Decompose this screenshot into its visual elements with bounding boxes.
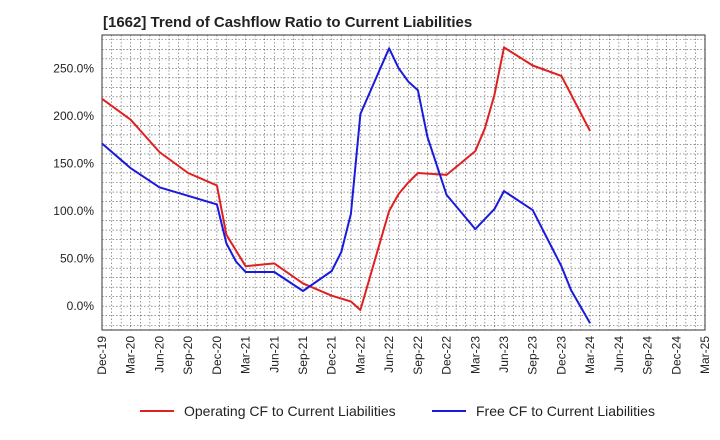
x-tick-label: Jun-20 bbox=[152, 336, 166, 373]
chart-title: [1662] Trend of Cashflow Ratio to Curren… bbox=[103, 14, 473, 31]
x-tick-label: Dec-21 bbox=[325, 336, 339, 375]
x-tick-label: Jun-21 bbox=[267, 336, 281, 373]
x-tick-label: Mar-21 bbox=[239, 336, 253, 374]
x-tick-label: Sep-22 bbox=[411, 336, 425, 375]
x-tick-label: Dec-20 bbox=[210, 336, 224, 375]
series-line-operating-cf bbox=[101, 46, 591, 311]
legend-label-operating-cf: Operating CF to Current Liabilities bbox=[184, 403, 396, 419]
x-tick-label: Dec-19 bbox=[95, 336, 109, 375]
x-tick-label: Mar-23 bbox=[468, 336, 482, 374]
x-tick-label: Jun-24 bbox=[612, 336, 626, 373]
series-line-free-cf bbox=[101, 47, 591, 324]
x-tick-label: Dec-24 bbox=[669, 336, 683, 375]
legend-item-operating-cf: Operating CF to Current Liabilities bbox=[140, 403, 396, 419]
y-tick-label: 150.0% bbox=[53, 156, 94, 170]
y-tick-label: 200.0% bbox=[53, 109, 94, 123]
legend-swatch-operating-cf bbox=[140, 410, 174, 412]
x-tick-label: Sep-23 bbox=[526, 336, 540, 375]
y-gridlines bbox=[102, 39, 705, 326]
legend-item-free-cf: Free CF to Current Liabilities bbox=[432, 403, 655, 419]
x-tick-label: Jun-23 bbox=[497, 336, 511, 373]
y-tick-label: 50.0% bbox=[60, 252, 94, 266]
y-tick-label: 100.0% bbox=[53, 204, 94, 218]
legend: Operating CF to Current Liabilities Free… bbox=[0, 403, 720, 427]
legend-swatch-free-cf bbox=[432, 410, 466, 412]
y-tick-label: 0.0% bbox=[67, 299, 95, 313]
y-tick-label: 250.0% bbox=[53, 61, 94, 75]
x-tick-label: Mar-25 bbox=[698, 336, 712, 374]
y-axis-labels: 0.0% 50.0% 100.0% 150.0% 200.0% 250.0% bbox=[53, 61, 94, 313]
x-tick-label: Dec-22 bbox=[440, 336, 454, 375]
x-tick-label: Mar-22 bbox=[353, 336, 367, 374]
x-tick-label: Sep-20 bbox=[181, 336, 195, 375]
legend-label-free-cf: Free CF to Current Liabilities bbox=[476, 403, 655, 419]
x-tick-label: Sep-24 bbox=[641, 336, 655, 375]
x-tick-label: Mar-20 bbox=[124, 336, 138, 374]
x-tick-label: Jun-22 bbox=[382, 336, 396, 373]
x-tick-label: Dec-23 bbox=[554, 336, 568, 375]
x-tick-label: Mar-24 bbox=[583, 336, 597, 374]
x-axis-labels: Dec-19 Mar-20 Jun-20 Sep-20 Dec-20 Mar-21 Jun-… bbox=[95, 336, 712, 375]
series-lines bbox=[101, 46, 591, 324]
x-tick-label: Sep-21 bbox=[296, 336, 310, 375]
